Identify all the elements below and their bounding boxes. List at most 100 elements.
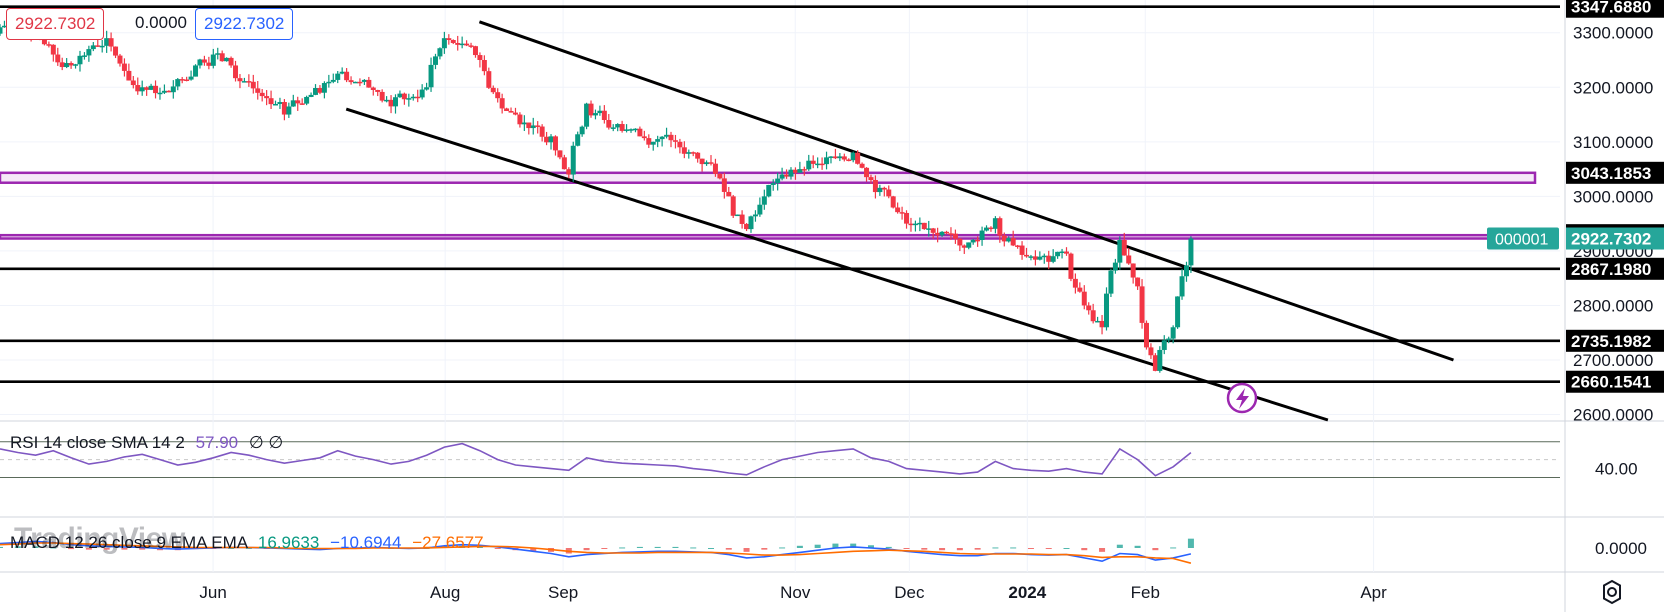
- candle-body: [397, 93, 403, 98]
- candle-body: [881, 187, 887, 190]
- candle-body: [304, 96, 310, 104]
- candle-body: [73, 64, 79, 66]
- candle-body: [739, 214, 745, 224]
- macd-histogram-bar: [583, 548, 590, 551]
- candle-body: [1103, 293, 1109, 328]
- candle-body: [637, 128, 643, 137]
- candle-body: [50, 44, 56, 55]
- candle-body: [526, 122, 532, 129]
- level-labels: 3347.6880 2867.1980 2735.1982 2660.1541 3043…: [1487, 0, 1664, 393]
- candle-body: [1, 25, 7, 28]
- candle-body: [575, 134, 581, 146]
- price-tick-label: 3200.0000: [1573, 78, 1653, 97]
- rsi-extra: ∅ ∅: [248, 433, 284, 452]
- candle-body: [388, 99, 394, 107]
- candle-body: [104, 38, 110, 46]
- tradingview-watermark: TradingView: [14, 522, 185, 555]
- candle-body: [601, 110, 607, 120]
- candle-body: [153, 85, 159, 94]
- candle-body: [179, 79, 185, 81]
- candle-body: [975, 239, 981, 242]
- candle-body: [930, 228, 936, 233]
- candle-body: [828, 156, 834, 158]
- macd-histogram-bar: [636, 546, 643, 548]
- candle-body: [99, 45, 105, 48]
- candle-body: [735, 214, 741, 217]
- candle-body: [926, 228, 932, 230]
- candle-body: [1024, 254, 1030, 257]
- time-tick-label: Dec: [894, 583, 925, 602]
- candle-body: [792, 169, 798, 173]
- macd-histogram-bar: [956, 548, 963, 551]
- candle-body: [450, 40, 456, 43]
- candle-body: [77, 55, 83, 65]
- horizontal-levels[interactable]: [0, 5, 1560, 384]
- level-price-label-bg: [1566, 370, 1664, 393]
- level-price-label: 2735.1982: [1571, 332, 1651, 351]
- candle-body: [86, 49, 92, 56]
- candle-body: [1041, 255, 1047, 258]
- macd-label: MACD 12 26 close 9 EMA EMA: [10, 533, 248, 552]
- macd-histogram-bar: [1027, 548, 1034, 549]
- candle-body: [650, 141, 656, 145]
- candle-body: [224, 57, 230, 62]
- candle-body: [1019, 245, 1025, 255]
- candle-body: [1148, 347, 1154, 356]
- candle-body: [90, 45, 96, 50]
- macd-histogram-bar: [850, 543, 857, 548]
- rsi-legend[interactable]: RSI 14 close SMA 14 2 57.90 ∅ ∅: [10, 432, 283, 454]
- candle-body: [979, 230, 985, 240]
- candle-body: [1064, 251, 1070, 254]
- candle-body: [766, 184, 772, 197]
- candle-body: [717, 173, 723, 179]
- candle-body: [948, 233, 954, 235]
- candle-body: [55, 54, 61, 63]
- gear-icon[interactable]: [1599, 579, 1625, 605]
- level-price-label: 3347.6880: [1571, 0, 1651, 17]
- candle-body: [166, 90, 172, 93]
- candle-body: [193, 65, 199, 77]
- candle-body: [877, 187, 883, 193]
- candle-body: [1166, 338, 1172, 341]
- macd-legend[interactable]: MACD 12 26 close 9 EMA EMA 16.9633 −10.6…: [10, 532, 484, 554]
- candle-body: [997, 218, 1003, 236]
- macd-histogram-bar: [1134, 545, 1141, 548]
- candle-body: [170, 86, 176, 93]
- level-price-label-bg: [1566, 329, 1664, 352]
- macd-tick-label: 0.0000: [1595, 539, 1647, 558]
- candle-body: [668, 134, 674, 141]
- trend-channel[interactable]: [345, 20, 1454, 422]
- macd-histogram-bar: [885, 546, 892, 548]
- lightning-icon[interactable]: [1226, 382, 1258, 414]
- macd-histogram-bar: [139, 548, 146, 550]
- channel-line[interactable]: [478, 20, 1454, 362]
- candle-body: [206, 62, 212, 66]
- candle-body: [535, 125, 541, 127]
- time-tick-label: Feb: [1131, 583, 1160, 602]
- candle-body: [521, 122, 527, 125]
- candle-body: [850, 152, 856, 161]
- candle-body: [210, 54, 216, 66]
- candle-body: [886, 189, 892, 197]
- candle-body: [672, 140, 678, 142]
- macd-histogram-bar: [939, 548, 946, 551]
- macd-histogram-bar: [0, 546, 3, 548]
- candle-body: [615, 124, 621, 128]
- candle-body: [237, 78, 243, 82]
- macd-histogram-bar: [530, 548, 537, 552]
- candle-body: [757, 204, 763, 215]
- candle-body: [344, 71, 350, 81]
- candle-body: [846, 159, 852, 162]
- candle-body: [806, 160, 812, 170]
- macd-histogram-bar: [832, 543, 839, 548]
- candle-body: [712, 163, 718, 174]
- candle-body: [1037, 256, 1043, 260]
- candle-body: [530, 125, 536, 129]
- candle-body: [588, 103, 594, 116]
- candle-body: [504, 108, 510, 112]
- candle-body: [464, 43, 470, 46]
- candle-body: [837, 156, 843, 159]
- channel-line[interactable]: [345, 107, 1329, 422]
- candle-body: [441, 38, 447, 49]
